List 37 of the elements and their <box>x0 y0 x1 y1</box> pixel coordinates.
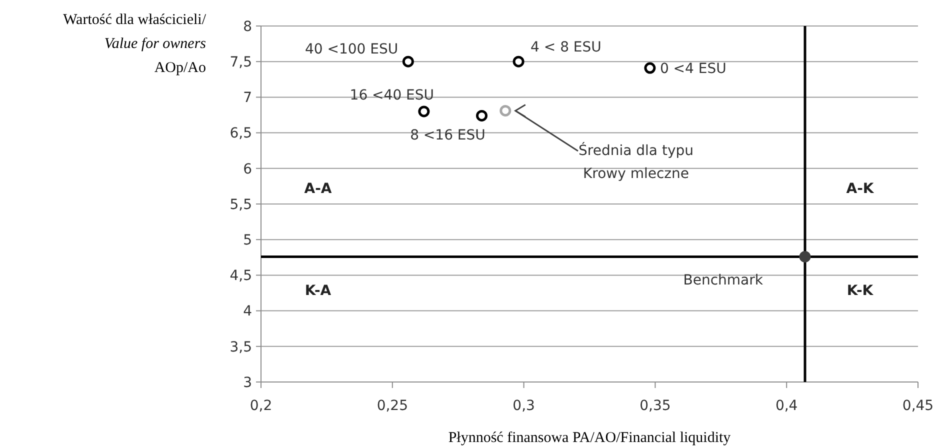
point <box>644 62 656 74</box>
x-tick-label: 0,3 <box>512 398 535 414</box>
y-tick-label: 7 <box>243 90 252 106</box>
series-label: 4 < 8 ESU <box>530 40 602 56</box>
annotation: K-K <box>846 282 874 299</box>
y-tick-label: 3,5 <box>230 339 252 356</box>
series-label: 8 <16 ESU <box>410 128 486 144</box>
x-tick-label: 0,25 <box>376 398 408 414</box>
series-label: 0 <4 ESU <box>660 61 726 78</box>
annotation: A-A <box>304 180 332 197</box>
x-tick-label: 0,4 <box>775 398 798 414</box>
y-tick-label: 6,5 <box>230 126 252 142</box>
annotation: Średnia dla typu Krowy mleczne <box>578 142 694 182</box>
x-tick-label: 0,35 <box>640 398 671 414</box>
series-label: 16 <40 ESU <box>350 87 434 104</box>
y-tick-label: 3 <box>243 374 252 391</box>
point <box>476 110 488 122</box>
y-tick-label: 8 <box>243 18 252 35</box>
y-tick-label: 5,5 <box>230 196 252 213</box>
y-tick-label: 4 <box>243 304 252 320</box>
x-tick-label: 0,45 <box>902 398 934 414</box>
x-axis-title: Płynność finansowa PA/AO/Financial liquidity <box>448 430 732 446</box>
point <box>418 106 430 118</box>
annotation: A-K <box>846 180 875 197</box>
y-tick-label: 6 <box>243 161 252 178</box>
text: Benchmark <box>683 272 764 289</box>
y-axis-title: Wartość dla właścicieli/ Value for owners AOp/Ao <box>63 12 207 76</box>
point <box>799 250 811 262</box>
y-tick-label: 5 <box>243 232 252 248</box>
series-label: 40 <100 ESU <box>305 42 398 58</box>
y-tick-label: 4,5 <box>230 268 252 284</box>
point <box>402 56 414 68</box>
x-tick-label: 0,2 <box>250 398 272 414</box>
point <box>500 104 512 116</box>
point <box>512 56 524 68</box>
y-tick-label: 7,5 <box>230 54 252 70</box>
annotation: K-A <box>304 282 332 299</box>
